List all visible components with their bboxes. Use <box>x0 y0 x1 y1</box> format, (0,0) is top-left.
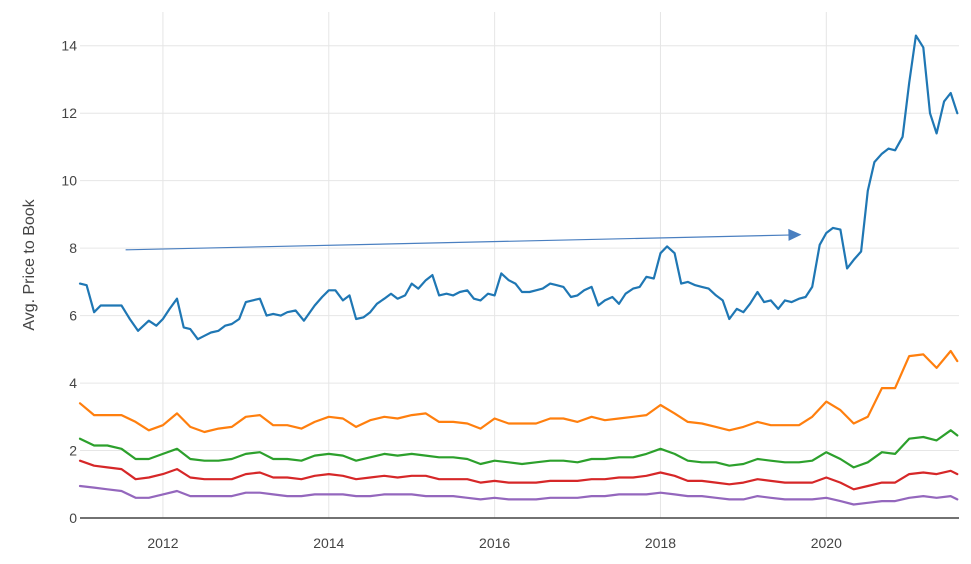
y-tick-label: 12 <box>61 105 77 121</box>
annotation-arrow-shaft <box>125 234 794 251</box>
horizontal-gridlines <box>80 45 959 452</box>
y-tick-label: 0 <box>69 510 77 526</box>
x-tick-label: 2020 <box>811 535 842 551</box>
series-line-5 <box>78 484 959 506</box>
x-tick-label: 2012 <box>147 535 178 551</box>
x-tick-label: 2016 <box>479 535 510 551</box>
y-axis-title: Avg. Price to Book <box>21 198 38 330</box>
y-axis-ticks: 0 2 4 6 8 10 12 14 <box>61 38 77 526</box>
y-tick-label: 8 <box>69 240 77 256</box>
y-tick-label: 4 <box>69 375 77 391</box>
y-tick-label: 2 <box>69 443 77 459</box>
annotation-arrow-head <box>788 228 802 241</box>
y-tick-label: 14 <box>61 38 77 54</box>
series-line-2 <box>78 349 959 434</box>
y-tick-label: 6 <box>69 308 77 324</box>
series-line-1 <box>78 34 959 341</box>
vertical-gridlines <box>162 12 827 518</box>
x-axis-ticks: 2012 2014 2016 2018 2020 <box>147 535 842 551</box>
y-tick-label: 10 <box>61 173 77 189</box>
x-tick-label: 2014 <box>313 535 344 551</box>
series-layer <box>78 34 959 506</box>
series-line-4 <box>78 459 959 491</box>
annotation-layer <box>125 228 802 251</box>
x-tick-label: 2018 <box>645 535 676 551</box>
series-line-3 <box>78 429 959 469</box>
